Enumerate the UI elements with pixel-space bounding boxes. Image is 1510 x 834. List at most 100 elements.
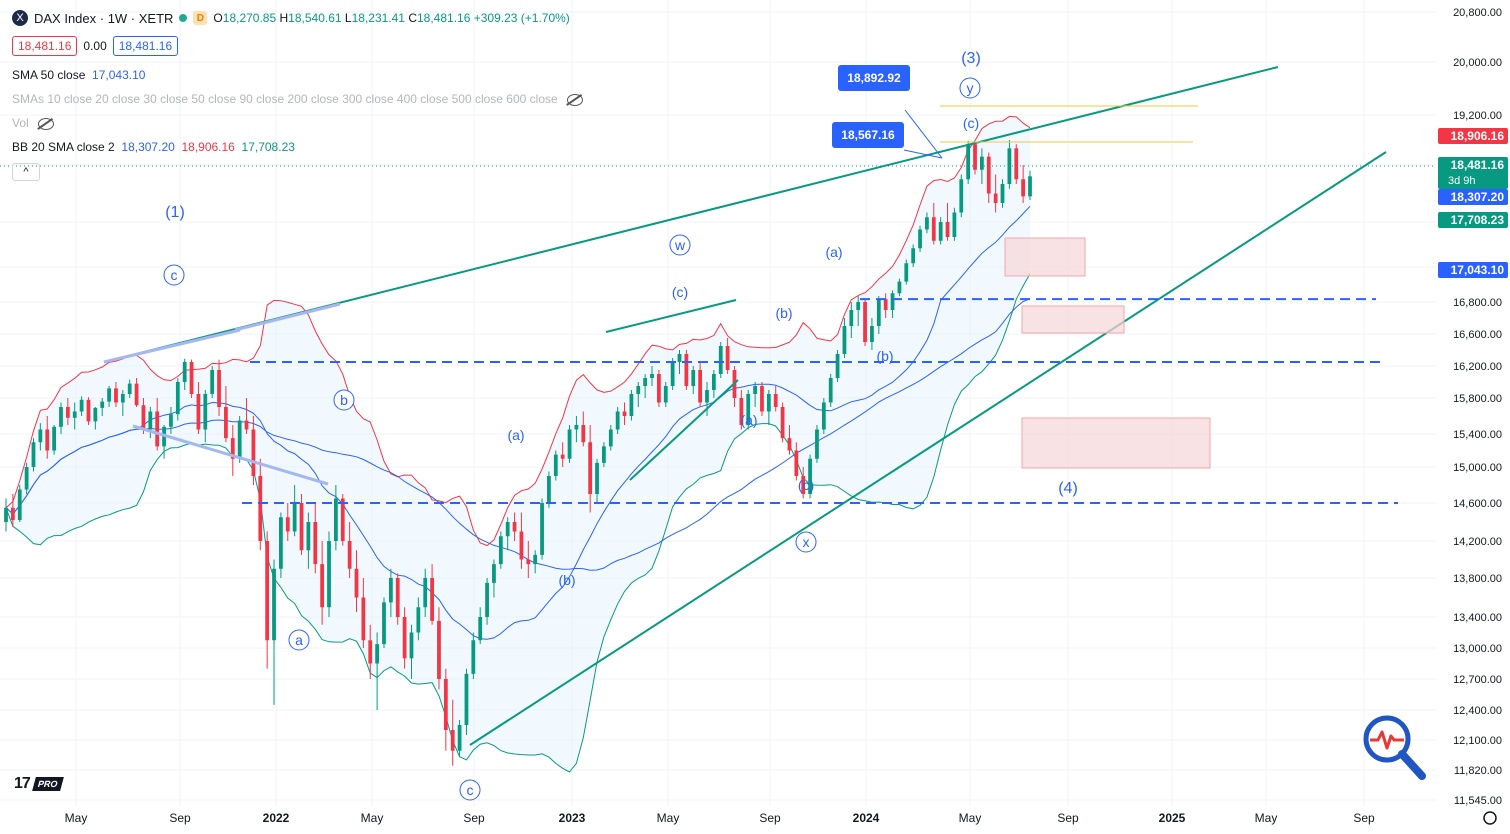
target-zone	[1004, 237, 1086, 277]
wave-label: y	[967, 80, 974, 96]
price-callout: 18,892.92	[838, 65, 910, 91]
candle	[931, 217, 936, 241]
wave-label: x	[803, 534, 810, 550]
candle	[553, 454, 558, 476]
smas-legend[interactable]: SMAs 10 close 20 close 30 close 50 close…	[12, 92, 584, 106]
candle	[251, 429, 256, 476]
price-tick: 20,800.00	[1453, 7, 1502, 19]
candle	[450, 730, 455, 751]
wave-label: (a)	[825, 244, 842, 260]
tradingview-logo-icon[interactable]: 17 PRO	[14, 775, 64, 793]
candle	[409, 632, 414, 659]
wave-label: w	[674, 237, 686, 253]
candle	[925, 217, 929, 230]
annotations: 18,892.92 18,567.16	[103, 65, 1398, 746]
candle	[1028, 176, 1032, 197]
candle	[203, 394, 208, 430]
target-zone	[1021, 417, 1211, 469]
gear-icon	[1483, 811, 1497, 825]
time-tick: Sep	[1057, 811, 1079, 825]
candle	[320, 564, 325, 608]
wave-circle	[163, 264, 185, 286]
candle	[127, 383, 132, 394]
candle	[945, 222, 950, 237]
price-tick: 11,820.00	[1454, 765, 1502, 777]
buy-price-button[interactable]: 18,481.16	[112, 36, 179, 56]
price-tick: 16,800.00	[1453, 297, 1502, 309]
bb-upper-line	[5, 115, 1031, 547]
candle	[306, 522, 311, 551]
sell-price-button[interactable]: 18,481.16	[12, 36, 78, 56]
wave-label: (c)	[798, 477, 814, 493]
candle	[31, 442, 36, 467]
price-tick: 14,600.00	[1453, 498, 1502, 510]
time-axis[interactable]: May Sep 2022 May Sep 2023 May Sep 2024 May Sep 2025…	[65, 811, 1497, 825]
candle	[478, 617, 483, 641]
candle	[547, 476, 551, 503]
eye-hidden-icon[interactable]	[38, 117, 55, 130]
candle	[141, 405, 146, 430]
wave-circle	[459, 779, 481, 801]
candle	[684, 354, 689, 386]
bb-fill	[6, 116, 1030, 772]
time-tick: May	[361, 811, 384, 825]
candle	[388, 578, 393, 603]
candle	[52, 426, 56, 451]
symbol-legend: X DAX Index · 1W · XETR D O18,270.85 H18…	[12, 10, 570, 26]
candle	[120, 394, 125, 403]
price-label: 17,043.10	[1438, 262, 1508, 278]
wave-label: (b)	[558, 572, 575, 588]
candle	[938, 222, 943, 241]
symbol-icon[interactable]: X	[12, 10, 28, 26]
wave-label: (4)	[1058, 480, 1078, 497]
magnifier-logo-icon	[1363, 715, 1426, 780]
price-label-bg	[1438, 189, 1508, 205]
candle	[361, 597, 366, 641]
symbol-title[interactable]: DAX Index · 1W · XETR	[34, 10, 174, 26]
candle	[93, 407, 98, 422]
price-label: 18,307.20	[1438, 189, 1508, 205]
wave-circle	[795, 531, 817, 553]
candle	[656, 374, 661, 403]
callout-box	[832, 122, 904, 148]
candle	[175, 382, 180, 415]
candle	[457, 725, 462, 751]
wave-label: (1)	[165, 204, 185, 221]
channel-line	[605, 299, 737, 333]
price-label-bg	[1438, 212, 1508, 228]
delay-badge[interactable]: D	[193, 11, 208, 25]
candle	[423, 578, 428, 608]
wedge-line	[103, 328, 241, 364]
candle	[1000, 184, 1005, 203]
candle	[72, 411, 77, 418]
bb-lower-line	[5, 273, 1031, 773]
candle	[347, 541, 352, 569]
wave-label: (a)	[740, 412, 757, 428]
candle	[540, 503, 544, 555]
candle	[224, 407, 228, 439]
price-label: 18,481.16 3d 9h	[1438, 157, 1508, 189]
candle	[560, 454, 565, 459]
wave-label: (b)	[876, 348, 893, 364]
candle	[498, 536, 503, 565]
candle	[608, 429, 613, 447]
candle	[663, 386, 668, 403]
bb-legend[interactable]: BB 20 SMA close 2 18,307.20 18,906.16 17…	[12, 140, 295, 154]
candle	[272, 568, 276, 641]
candle	[59, 407, 63, 427]
sma50-legend[interactable]: SMA 50 close 17,043.10	[12, 68, 146, 82]
callout-text: 18,567.16	[841, 128, 895, 142]
candle	[753, 386, 757, 394]
vol-legend[interactable]: Vol	[12, 116, 55, 130]
price-axis[interactable]: 20,800.0020,000.0019,200.0018,600.0018,0…	[1436, 0, 1510, 834]
price-label-text: 18,906.16	[1451, 129, 1505, 143]
candle	[602, 446, 606, 463]
wave-label: (c)	[672, 284, 688, 300]
sma50-line	[5, 298, 1031, 571]
collapse-legend-button[interactable]: ^	[12, 163, 40, 181]
eye-hidden-icon[interactable]	[567, 93, 584, 106]
time-tick: May	[1255, 811, 1278, 825]
candle	[368, 640, 373, 664]
